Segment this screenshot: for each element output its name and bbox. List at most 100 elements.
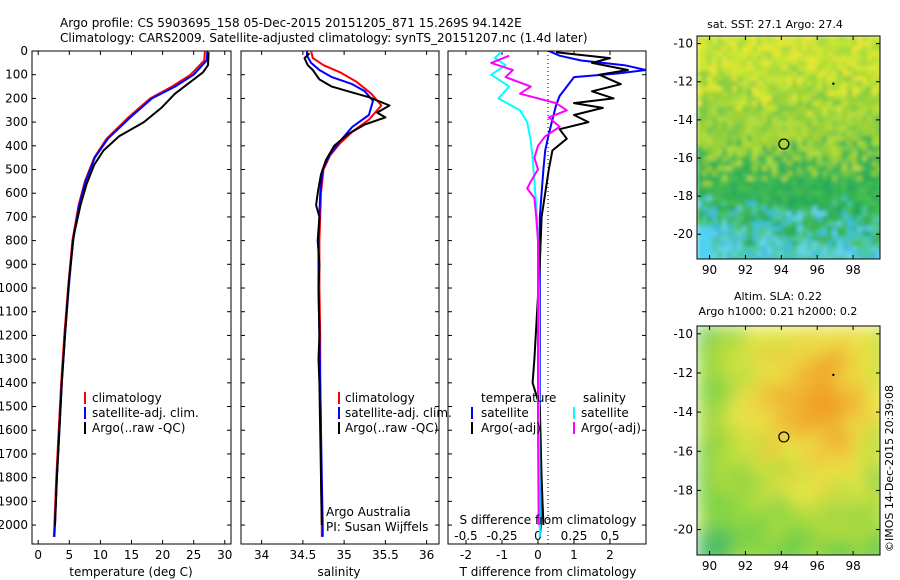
heatmap-cell [697,434,710,447]
heatmap-cell [872,66,878,72]
heatmap-cell [812,251,818,257]
heatmap-cell [721,446,734,459]
y-tick-label: 1000 [0,281,28,295]
heatmap-cell [742,146,748,152]
heatmap-cell [802,231,808,237]
heatmap-cell [727,51,733,57]
heatmap-cell [792,221,798,227]
heatmap-cell [697,201,703,207]
heatmap-cell [732,81,738,87]
heatmap-cell [707,111,713,117]
heatmap-cell [772,196,778,202]
x-tick-label: 2 [606,548,614,562]
heatmap-cell [722,131,728,137]
heatmap-cell [842,196,848,202]
heatmap-cell [877,181,880,187]
heatmap-cell [797,186,803,192]
heatmap-cell [762,246,768,252]
heatmap-cell [867,236,873,242]
heatmap-cell [877,458,880,471]
heatmap-cell [727,131,733,137]
heatmap-cell [752,251,758,257]
heatmap-cell [837,166,843,172]
heatmap-cell [842,71,848,77]
map-y-tick-label: -12 [673,75,693,89]
heatmap-cell [877,51,880,57]
heatmap-cell [787,91,793,97]
heatmap-cell [867,131,873,137]
heatmap-cell [717,36,723,42]
heatmap-cell [697,374,710,387]
heatmap-cell [852,216,858,222]
heatmap-cell [767,181,773,187]
heatmap-cell [732,201,738,207]
heatmap-cell [733,386,746,399]
heatmap-cell [787,111,793,117]
heatmap-cell [847,206,853,212]
heatmap-cell [812,256,818,259]
heatmap-cell [737,186,743,192]
heatmap-cell [742,66,748,72]
heatmap-cell [732,146,738,152]
x-tick-label: 34 [254,548,269,562]
heatmap-cell [847,256,853,259]
heatmap-cell [721,470,734,483]
s-tick-label: 0 [534,529,542,543]
heatmap-cell [769,398,782,411]
heatmap-cell [777,136,783,142]
heatmap-cell [837,51,843,57]
heatmap-cell [767,51,773,57]
heatmap-cell [847,236,853,242]
heatmap-cell [852,151,858,157]
heatmap-cell [772,86,778,92]
heatmap-cell [777,241,783,247]
heatmap-cell [837,96,843,102]
heatmap-cell [792,126,798,132]
heatmap-cell [757,226,763,232]
heatmap-cell [722,106,728,112]
heatmap-cell [697,386,710,399]
heatmap-cell [697,246,703,252]
heatmap-cell [842,226,848,232]
heatmap-cell [822,56,828,62]
heatmap-cell [852,166,858,172]
heatmap-cell [722,246,728,252]
heatmap-cell [862,91,868,97]
heatmap-cell [717,76,723,82]
heatmap-cell [712,246,718,252]
x-tick-label: 35 [336,548,351,562]
heatmap-cell [837,121,843,127]
heatmap-cell [787,96,793,102]
heatmap-cell [867,221,873,227]
heatmap-cell [762,111,768,117]
heatmap-cell [747,241,753,247]
heatmap-cell [777,146,783,152]
heatmap-cell [752,151,758,157]
heatmap-cell [853,530,866,543]
heatmap-cell [697,542,710,555]
heatmap-cell [847,176,853,182]
heatmap-cell [727,91,733,97]
heatmap-cell [802,76,808,82]
heatmap-cell [822,96,828,102]
heatmap-cell [732,191,738,197]
heatmap-cell [762,176,768,182]
heatmap-cell [737,76,743,82]
heatmap-cell [709,326,722,339]
heatmap-cell [742,121,748,127]
heatmap-cell [707,201,713,207]
heatmap-cell [812,116,818,122]
x-tick-label: -2 [460,548,472,562]
heatmap-cell [727,36,733,42]
heatmap-cell [742,76,748,82]
difference-panel-frame [447,50,647,545]
heatmap-cell [752,86,758,92]
heatmap-cell [817,181,823,187]
heatmap-cell [857,116,863,122]
heatmap-cell [752,236,758,242]
heatmap-cell [727,171,733,177]
heatmap-cell [817,226,823,232]
heatmap-cell [827,241,833,247]
heatmap-cell [817,251,823,257]
heatmap-cell [722,36,728,42]
